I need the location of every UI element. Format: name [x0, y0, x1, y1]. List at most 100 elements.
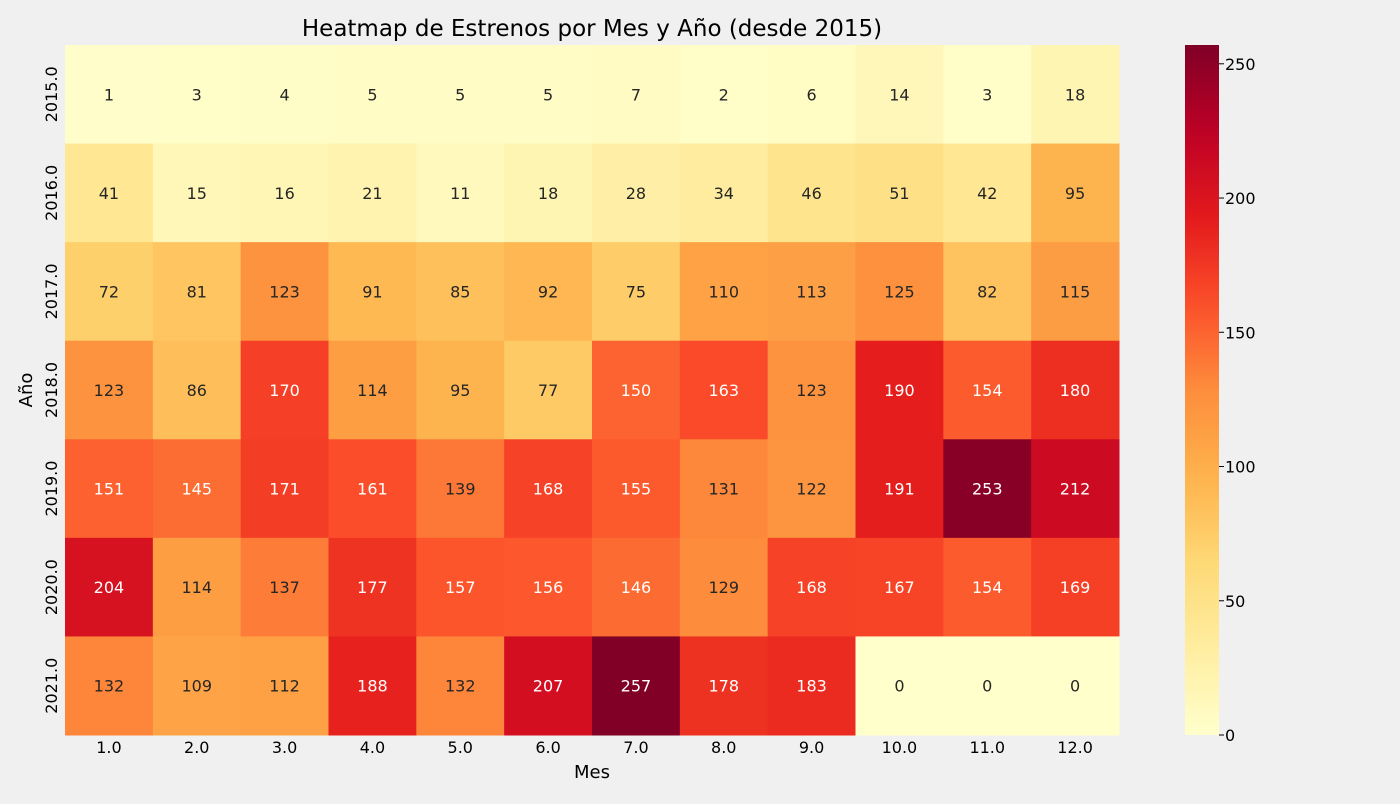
y-tick-label: 2020.0: [42, 559, 61, 615]
heatmap-cell: [592, 636, 681, 736]
x-tick-label: 3.0: [272, 738, 297, 757]
cell-value-label: 114: [181, 578, 212, 597]
colorbar-tick-label: 200: [1225, 189, 1256, 208]
heatmap-cell: [679, 537, 769, 637]
heatmap-cell: [416, 340, 505, 440]
heatmap-cell: [943, 439, 1032, 539]
heatmap-cell: [855, 45, 944, 145]
heatmap-cell: [855, 636, 944, 736]
cell-value-label: 95: [1065, 184, 1085, 203]
cell-value-label: 190: [884, 381, 915, 400]
heatmap-cell: [679, 242, 769, 342]
heatmap-cell: [943, 45, 1032, 145]
cell-value-label: 139: [445, 480, 476, 499]
cell-value-label: 16: [274, 184, 294, 203]
colorbar-tick-label: 150: [1225, 323, 1256, 342]
x-tick-label: 12.0: [1057, 738, 1093, 757]
heatmap-cell: [416, 439, 505, 539]
cell-value-label: 11: [450, 184, 470, 203]
cell-value-label: 123: [796, 381, 827, 400]
heatmap-cell: [504, 143, 593, 243]
colorbar: [1185, 45, 1219, 735]
cell-value-label: 188: [357, 677, 388, 696]
cell-value-label: 168: [796, 578, 827, 597]
cell-value-label: 171: [269, 480, 300, 499]
heatmap-cell: [240, 143, 329, 243]
cell-value-label: 15: [187, 184, 207, 203]
heatmap-cell: [855, 340, 944, 440]
cell-value-label: 28: [626, 184, 646, 203]
heatmap-cell: [943, 636, 1032, 736]
heatmap-cell: [65, 636, 154, 736]
cell-value-label: 18: [1065, 85, 1085, 104]
y-axis-ticks: 2015.0 2016.0 2017.0 2018.0 2019.0 2020.0 2021…: [42, 66, 61, 713]
cell-value-label: 191: [884, 480, 915, 499]
cell-value-label: 113: [796, 282, 827, 301]
cell-value-label: 14: [889, 85, 909, 104]
y-axis-label: Año: [16, 373, 37, 408]
heatmap-cell: [592, 537, 681, 637]
cell-value-label: 85: [450, 282, 470, 301]
heatmap-cell: [65, 143, 154, 243]
cell-value-label: 178: [708, 677, 739, 696]
heatmap-cell: [328, 340, 417, 440]
cell-value-label: 5: [367, 85, 377, 104]
cell-value-label: 212: [1060, 480, 1091, 499]
heatmap-cell: [328, 242, 417, 342]
heatmap-cell: [328, 439, 417, 539]
heatmap-cell: [504, 242, 593, 342]
heatmap-cell: [592, 439, 681, 539]
heatmap-cell: [416, 143, 505, 243]
heatmap-cell: [504, 439, 593, 539]
cell-value-label: 123: [94, 381, 125, 400]
heatmap-cell: [679, 439, 769, 539]
heatmap-cell: [152, 636, 242, 736]
cell-value-label: 154: [972, 578, 1003, 597]
cell-value-label: 5: [455, 85, 465, 104]
heatmap-cell: [767, 242, 856, 342]
heatmap-cell: [592, 340, 681, 440]
cell-value-label: 177: [357, 578, 388, 597]
heatmap-cell: [855, 537, 944, 637]
cell-value-label: 5: [543, 85, 553, 104]
cell-value-label: 7: [631, 85, 641, 104]
heatmap-cell: [65, 242, 154, 342]
heatmap-cell: [767, 45, 856, 145]
cell-value-label: 168: [533, 480, 564, 499]
cell-value-label: 163: [708, 381, 739, 400]
heatmap-cell: [152, 143, 242, 243]
cell-value-label: 129: [708, 578, 739, 597]
cell-value-label: 112: [269, 677, 300, 696]
cell-value-label: 34: [714, 184, 734, 203]
cell-value-label: 3: [982, 85, 992, 104]
heatmap-cell: [240, 537, 329, 637]
heatmap-cell: [1031, 242, 1120, 342]
cell-value-label: 122: [796, 480, 827, 499]
heatmap-cell: [679, 45, 769, 145]
cell-value-label: 154: [972, 381, 1003, 400]
cell-value-label: 0: [894, 677, 904, 696]
cell-value-label: 132: [445, 677, 476, 696]
heatmap-cell: [679, 143, 769, 243]
cell-value-label: 131: [708, 480, 739, 499]
heatmap-cell: [65, 439, 154, 539]
x-tick-label: 7.0: [623, 738, 648, 757]
heatmap-cell: [855, 242, 944, 342]
heatmap-cell: [328, 636, 417, 736]
cell-value-label: 125: [884, 282, 915, 301]
cell-value-label: 253: [972, 480, 1003, 499]
heatmap-cell: [504, 340, 593, 440]
x-tick-label: 9.0: [799, 738, 824, 757]
heatmap-cell: [240, 636, 329, 736]
colorbar-tick-label: 0: [1225, 726, 1235, 745]
cell-value-label: 157: [445, 578, 476, 597]
cell-value-label: 77: [538, 381, 558, 400]
cell-value-label: 42: [977, 184, 997, 203]
heatmap-cell: [240, 242, 329, 342]
heatmap-cell: [679, 636, 769, 736]
cell-value-label: 75: [626, 282, 646, 301]
x-axis-ticks: 1.0 2.0 3.0 4.0 5.0 6.0 7.0 8.0 9.0 10.0 11.0 12.0: [96, 738, 1093, 757]
heatmap-cell: [416, 636, 505, 736]
